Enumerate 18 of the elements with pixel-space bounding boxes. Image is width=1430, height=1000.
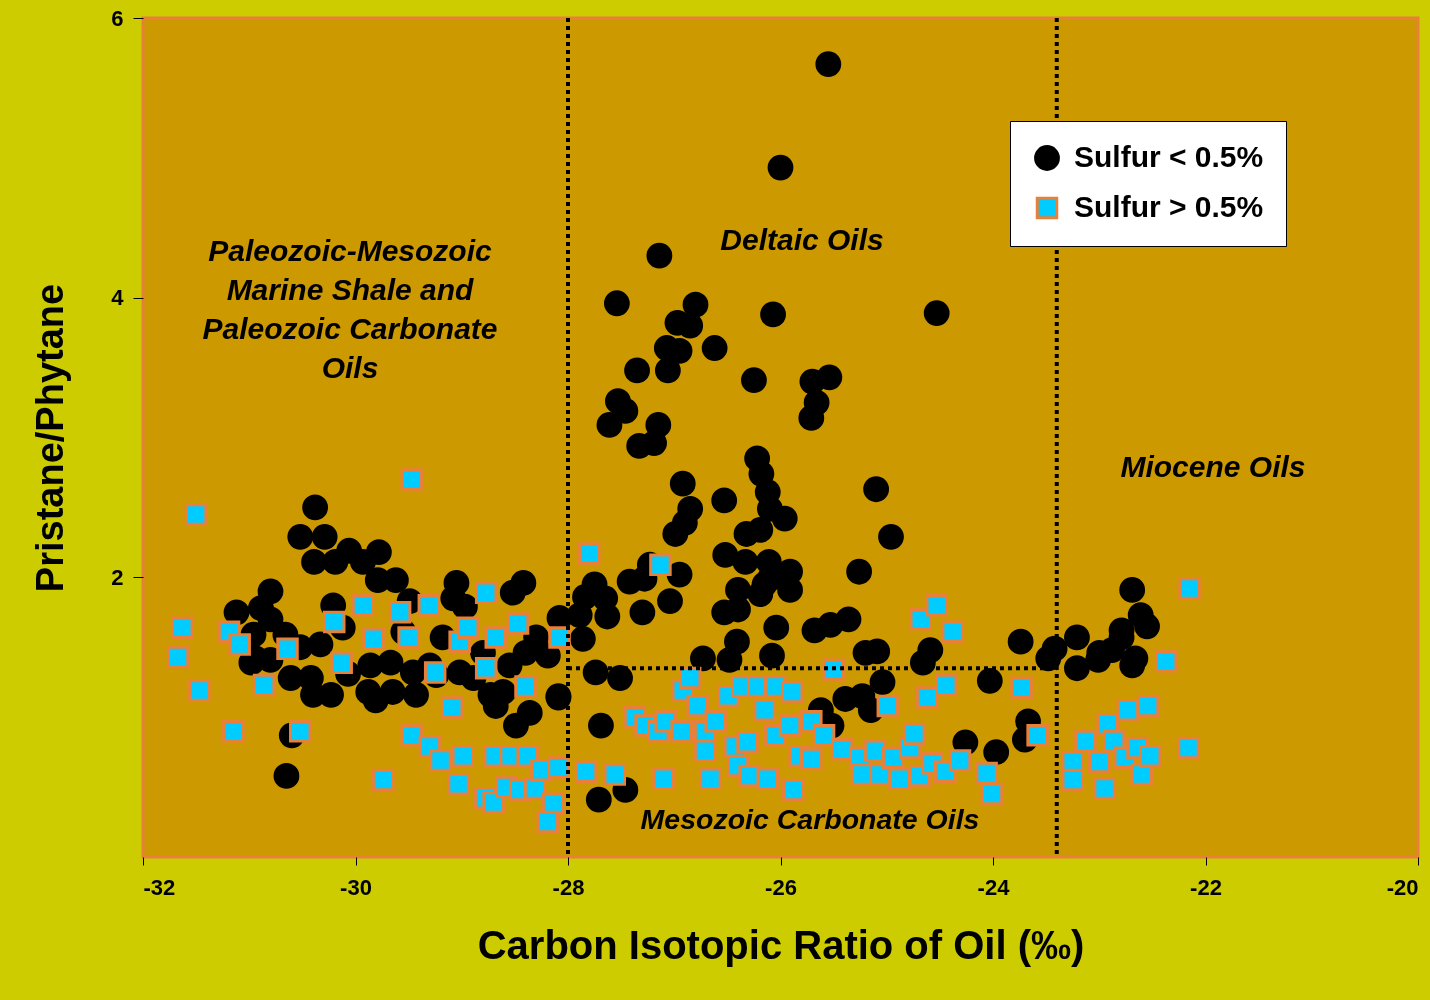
annotation: Paleozoic-Mesozoic Marine Shale and Paleozoic Carbonate Oils	[202, 234, 498, 384]
y-tick-label: 6	[111, 5, 124, 31]
x-tick-label: -28	[552, 874, 585, 900]
annotation: Mesozoic Carbonate Oils	[640, 803, 980, 835]
annotation: Deltaic Oils	[720, 223, 884, 256]
x-tick-label: -32	[143, 874, 176, 900]
x-tick-label: -22	[1190, 874, 1222, 900]
y-axis-title: Pristane/Phytane	[29, 283, 72, 593]
annotation: Miocene Oils	[1120, 450, 1306, 483]
x-tick-label: -26	[765, 874, 797, 900]
legend-label: Sulfur > 0.5%	[1074, 190, 1264, 223]
x-tick-label: -30	[340, 874, 372, 900]
x-tick-label: -24	[977, 874, 1011, 900]
y-tick-label: 4	[111, 285, 125, 311]
x-axis-title: Carbon Isotopic Ratio of Oil (‰)	[477, 922, 1085, 967]
y-tick-label: 2	[111, 564, 124, 590]
legend-label: Sulfur < 0.5%	[1074, 140, 1264, 173]
x-tick-label: -20	[1386, 874, 1419, 900]
